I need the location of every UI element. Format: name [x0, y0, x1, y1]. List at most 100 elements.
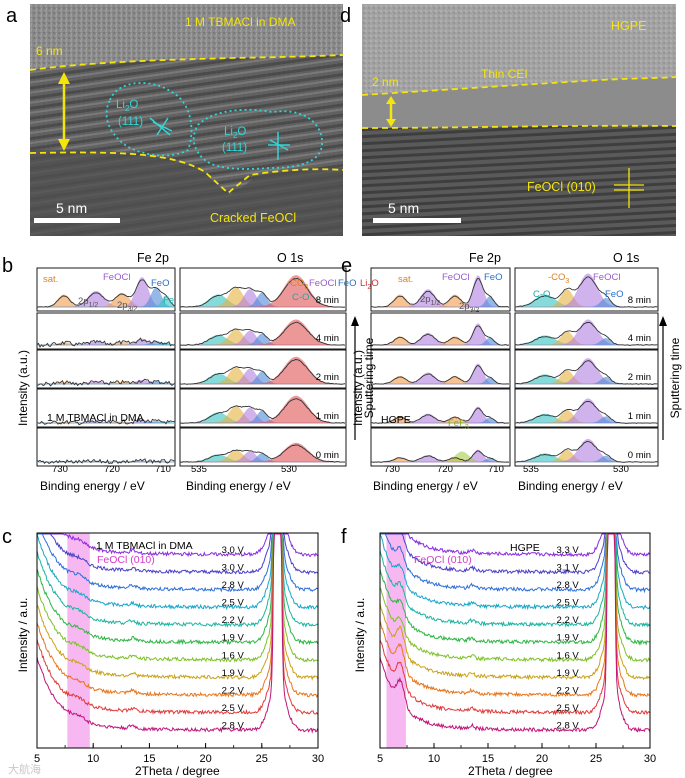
b-fe-peak-0-5 [37, 296, 176, 308]
panel_f-tick-3: 20 [536, 753, 548, 765]
panel_c-series-2 [37, 533, 318, 593]
title-c: 1 M TBMACl in DMA [96, 540, 193, 552]
o1s-stack-b: 8 min 4 min 2 min 1 min 0 min [179, 267, 347, 467]
fe2p-xlabel-b: Binding energy / eV [40, 479, 145, 493]
panel_c-series-4 [36, 533, 318, 628]
label-top-a: 1 M TBMACl in DMA [185, 15, 295, 29]
b-o-frame-4 [179, 427, 347, 467]
panel_f-tick-1: 10 [428, 753, 440, 765]
panel-c: c 3.0 V 3.0 V 2.8 V 2.5 V 2.2 V 1.9 V 1.6 V 1.9… [2, 526, 324, 778]
b-fe-frame-4 [36, 427, 176, 467]
fef3-label-e: FeF3 [448, 418, 469, 431]
panel_f-tick-5: 30 [644, 753, 656, 765]
panel_f-voltage-9: 2.5 V [557, 703, 580, 714]
li2o-miller-2: (111) [222, 142, 247, 154]
xlabel-c: 2Theta / degree [135, 764, 220, 778]
fe2p-tick-720-e: 720 [437, 464, 453, 475]
e-fe-frame-2 [370, 349, 511, 389]
b-fe-frame-2 [36, 349, 176, 389]
panel_f-voltage-10: 2.8 V [557, 720, 580, 731]
e-fe-peak-1-4 [371, 337, 510, 346]
panel_c-series-5 [36, 533, 319, 646]
sputtering-label-b: Sputtering time [362, 337, 376, 418]
b-o-time-0: 8 min [316, 295, 339, 306]
scale-bar-d [373, 218, 461, 223]
b-o-peak-0-4 [180, 275, 346, 308]
e-fe-envelope-4 [370, 450, 510, 463]
b-o-envelope-1 [179, 321, 346, 346]
e-o-envelope-4 [514, 440, 658, 463]
e-fe-envelope-3 [370, 407, 510, 424]
b-fe-envelope-0 [37, 279, 176, 308]
b-fe-frame-1 [36, 312, 176, 350]
panel-letter-f: f [341, 526, 347, 548]
e-fe-frame-0 [370, 267, 511, 312]
b-fe-frame-0 [36, 267, 176, 312]
e-o-frame-2 [514, 349, 659, 389]
panel_f-tick-2: 15 [482, 753, 494, 765]
panel_f-series-9 [379, 533, 650, 716]
ylabel-b: Intensity (a.u.) [16, 350, 30, 426]
o1s-tick-535-e: 535 [523, 464, 539, 475]
panel_f-voltage-5: 1.9 V [557, 633, 580, 644]
panel_f-voltage-8: 2.2 V [557, 685, 580, 696]
b-o-peak-2-4 [180, 356, 346, 385]
label-top-d: HGPE [611, 19, 646, 33]
b-o-time-1: 4 min [316, 333, 339, 344]
e-fe-peak-0-4 [371, 296, 510, 308]
b-fe-envelope-3 [36, 418, 176, 426]
fe2p-p12-label-b: 2p1/2 [78, 296, 98, 309]
watermark: 大航海 [8, 762, 41, 776]
panel_c-series-7 [36, 533, 319, 681]
panel_c-series-6 [36, 533, 318, 663]
boundary-bottom-d [361, 124, 677, 129]
o1s-li2o-label-b: Li2O [360, 278, 379, 291]
panel_f-voltage-1: 3.1 V [557, 563, 580, 574]
e-o-envelope-2 [514, 360, 658, 385]
thickness-label-a: 6 nm [36, 44, 63, 58]
panel-a: a 1 M TBMACl in DMA 6 nm Li2O (111) Li2O… [6, 4, 344, 236]
o1s-xlabel-e: Binding energy / eV [518, 479, 623, 493]
panel_f-voltage-2: 2.8 V [557, 580, 580, 591]
o1s-co3-label-e: -CO3 [548, 272, 569, 285]
panel-e: e Fe 2p O 1s 8 min 4 min 2 min 1 min 0 min s… [341, 251, 682, 493]
panel-letter-e: e [341, 255, 352, 277]
b-o-envelope-2 [179, 359, 346, 385]
panel-letter-b: b [2, 255, 13, 277]
fe2p-sat-label-e: sat. [398, 274, 413, 285]
boundary-bottom-a [29, 151, 344, 195]
o1s-tick-530-e: 530 [613, 464, 629, 475]
b-o-envelope-3 [179, 398, 346, 424]
o1s-tick-535-b: 535 [191, 464, 207, 475]
b-fe-envelope-4 [36, 458, 176, 465]
feocl-label-d: FeOCl (010) [527, 180, 596, 194]
xlabel-f: 2Theta / degree [468, 764, 553, 778]
fe2p-fe-label-b: Fe [163, 295, 174, 306]
o1s-feo-label-e: FeO [605, 289, 623, 300]
band-label-f: FeOCl (010) [414, 554, 472, 566]
panel-letter-d: d [340, 5, 351, 27]
fe2p-p12-label-e: 2p1/2 [420, 294, 440, 307]
panel-letter-c: c [2, 526, 12, 548]
b-fe-envelope-1 [36, 337, 176, 348]
panel_f-voltage-0: 3.3 V [557, 545, 580, 556]
ylabel-f: Intensity / a.u. [353, 598, 367, 673]
panel_c-voltage-8: 2.2 V [222, 685, 245, 696]
b-o-frame-2 [179, 349, 347, 389]
ylabel-e: Intensity (a.u.) [351, 350, 365, 426]
o1s-feocl-label-b: FeOCl [309, 278, 336, 289]
fe2p-tick-720-b: 720 [104, 464, 120, 475]
xrd-plot-f: 3.3 V 3.1 V 2.8 V 2.5 V 2.2 V 1.9 V 1.6 V 1.9 V… [377, 532, 656, 765]
thin-cei-label: Thin CEI [481, 67, 528, 81]
fe2p-xlabel-e: Binding energy / eV [373, 479, 478, 493]
li2o-label-1: Li2O [116, 99, 138, 113]
o1s-tick-530-b: 530 [281, 464, 297, 475]
ylabel-c: Intensity / a.u. [16, 598, 30, 673]
e-o-envelope-0 [515, 276, 658, 308]
b-o-time-2: 2 min [316, 372, 339, 383]
e-fe-peak-3-4 [371, 417, 510, 424]
o1s-title-b: O 1s [277, 251, 303, 265]
cracked-label: Cracked FeOCl [210, 211, 296, 225]
fe2p-tick-710-e: 710 [488, 464, 504, 475]
li2o-miller-1: (111) [118, 116, 143, 128]
